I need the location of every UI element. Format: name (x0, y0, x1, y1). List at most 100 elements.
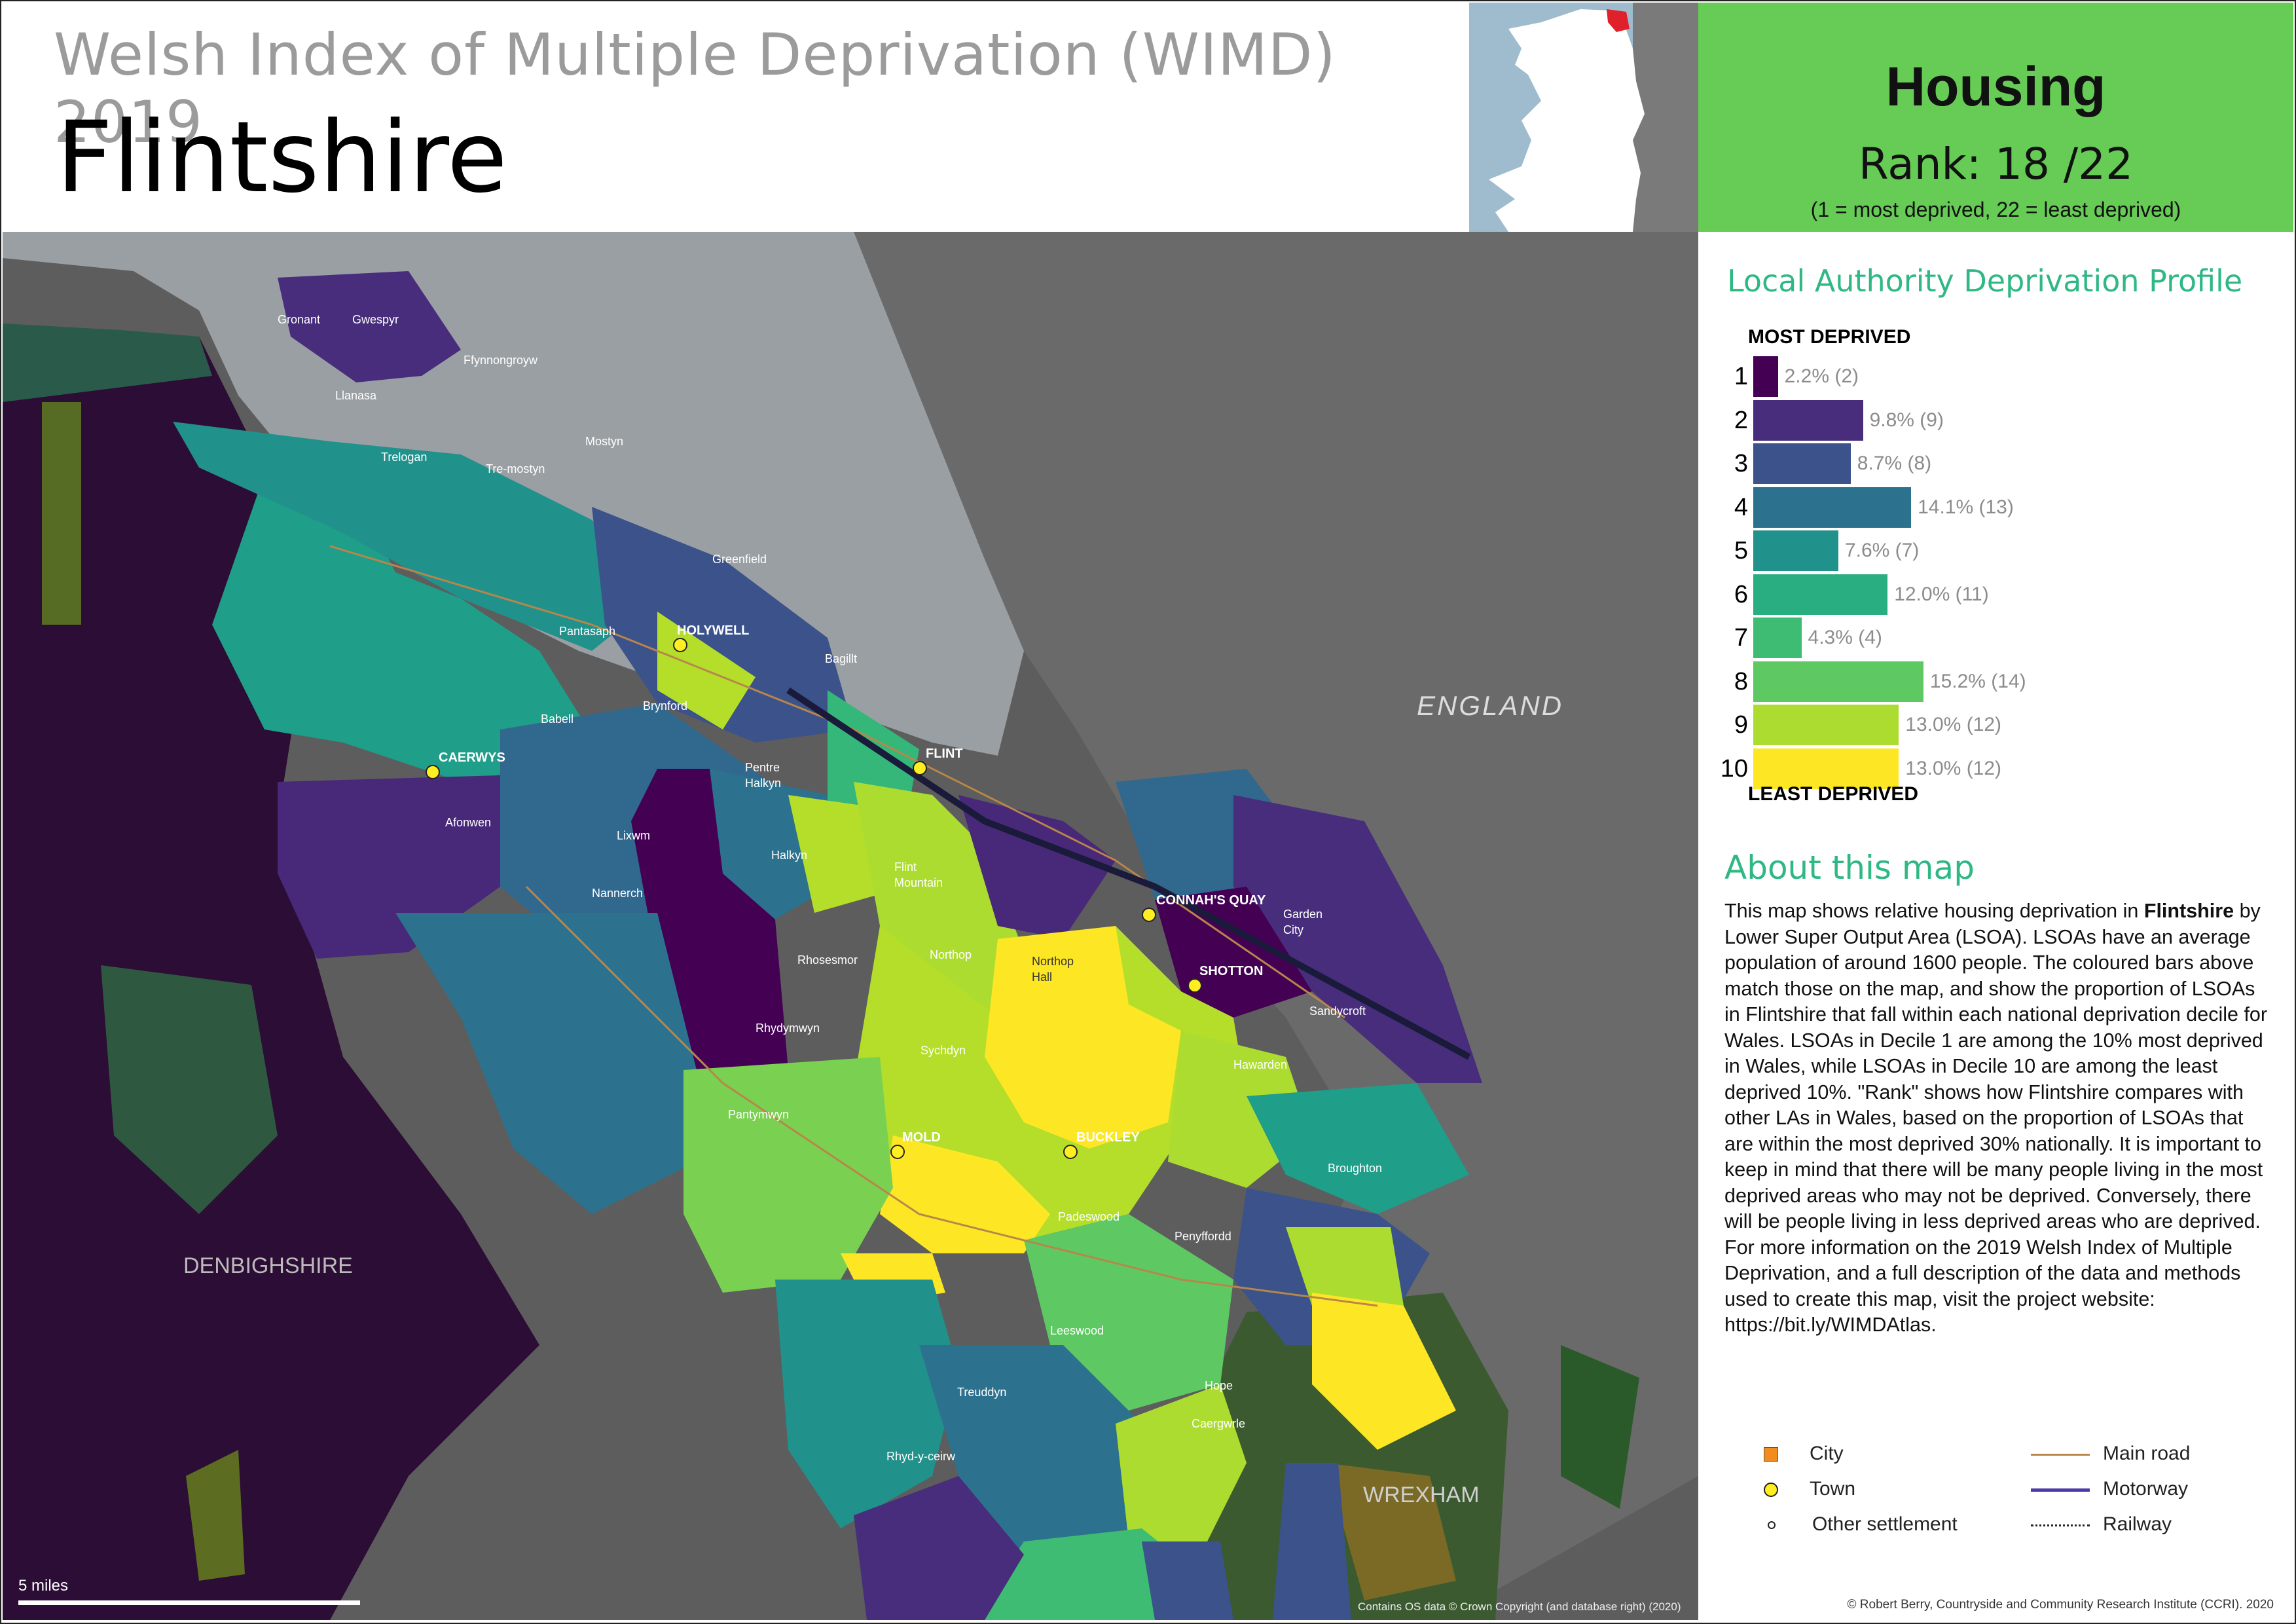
decile-bar-row: 7 4.3% (4) (1718, 618, 2281, 658)
settlement-label-penyffordd: Penyffordd (1175, 1230, 1231, 1243)
town-dot-caerwys (426, 765, 440, 779)
settlement-label-broughton: Broughton (1328, 1162, 1383, 1175)
decile-number: 8 (1734, 667, 1748, 695)
settlement-label-treuddyn: Treuddyn (957, 1386, 1007, 1399)
settlement-symbol-icon (1768, 1521, 1776, 1530)
decile-bar (1753, 748, 1899, 789)
about-text-bold: Flintshire (2143, 900, 2234, 922)
settlement-label-hope: Hope (1205, 1379, 1233, 1392)
decile-value-label: 8.7% (8) (1857, 452, 1932, 474)
settlement-label-bagillt: Bagillt (825, 652, 858, 665)
settlement-label-afonwen: Afonwen (445, 816, 492, 829)
decile-value-label: 13.0% (12) (1905, 714, 2002, 735)
decile-value-label: 9.8% (9) (1869, 409, 1944, 431)
settlement-label-lixwm: Lixwm (617, 829, 651, 842)
settlement-label-hawarden: Hawarden (1233, 1058, 1288, 1071)
legend-motorway-label: Motorway (2103, 1478, 2189, 1500)
decile-number: 2 (1734, 406, 1748, 434)
legend-main-road: Main road (2031, 1441, 2190, 1467)
decile-bar-row: 6 12.0% (11) (1718, 574, 2281, 615)
city-symbol-icon (1764, 1447, 1778, 1462)
settlement-label-leeswood: Leeswood (1050, 1324, 1104, 1337)
decile-bar (1753, 356, 1778, 397)
decile-bar (1753, 443, 1851, 484)
settlement-label-northop-hall-1: Northop (1032, 955, 1074, 968)
settlement-label-northop: Northop (930, 948, 972, 961)
legend-railway-label: Railway (2103, 1513, 2172, 1535)
legend-other-label: Other settlement (1812, 1513, 1958, 1535)
decile-value-label: 2.2% (2) (1784, 365, 1859, 387)
decile-bar-row: 2 9.8% (9) (1718, 399, 2281, 441)
decile-number: 3 (1734, 450, 1748, 477)
legend-town-label: Town (1810, 1478, 1856, 1500)
header: Welsh Index of Multiple Deprivation (WIM… (3, 3, 1469, 232)
settlement-label-rhydyceirw: Rhyd-y-ceirw (886, 1450, 956, 1463)
scale-bar: 5 miles (18, 1577, 360, 1605)
scale-bar-line (18, 1600, 360, 1605)
least-deprived-label: LEAST DEPRIVED (1748, 783, 1919, 805)
town-label-connahs-quay: CONNAH'S QUAY (1156, 893, 1266, 908)
town-symbol-icon (1764, 1483, 1778, 1498)
town-dot-mold (890, 1145, 905, 1159)
main-road-symbol-icon (2031, 1453, 2090, 1456)
wrexham-label: WREXHAM (1363, 1483, 1480, 1507)
town-label-flint: FLINT (926, 747, 963, 761)
settlement-label-padeswood: Padeswood (1058, 1210, 1120, 1223)
decile-bar (1753, 618, 1802, 658)
settlement-label-rhosesmor: Rhosesmor (797, 953, 858, 967)
page-title: Flintshire (56, 101, 508, 215)
os-credit: Contains OS data © Crown Copyright (and … (1358, 1600, 1681, 1613)
decile-number: 5 (1734, 537, 1748, 564)
settlement-label-flint-mountain-1: Flint (894, 860, 917, 874)
town-dot-shotton (1188, 978, 1202, 993)
decile-number: 4 (1734, 493, 1748, 521)
settlement-label-pentre-halkyn: Halkyn (745, 777, 782, 790)
deprivation-map: ENGLAND DENBIGHSHIRE WREXHAM HOLYWELL CA… (3, 232, 1698, 1620)
settlement-label-pantymwyn: Pantymwyn (728, 1108, 790, 1121)
map-legend: City Town Other settlement Main road Mot… (1764, 1441, 2274, 1552)
decile-bar (1753, 487, 1912, 528)
town-label-mold: MOLD (902, 1130, 941, 1145)
domain-header: Housing Rank: 18 /22 (1 = most deprived,… (1698, 3, 2293, 232)
town-label-buckley: BUCKLEY (1076, 1130, 1140, 1145)
town-label-caerwys: CAERWYS (439, 750, 505, 765)
profile-title: Local Authority Deprivation Profile (1727, 263, 2243, 299)
rank-key: (1 = most deprived, 22 = least deprived) (1810, 198, 2181, 221)
town-label-holywell: HOLYWELL (677, 623, 750, 638)
settlement-label-nannerch: Nannerch (592, 887, 644, 900)
legend-city: City (1764, 1441, 1844, 1467)
settlement-label-caergwrle: Caergwrle (1192, 1417, 1246, 1430)
settlement-label-halkyn: Halkyn (771, 849, 808, 862)
legend-motorway: Motorway (2031, 1476, 2188, 1502)
decile-bar-row: 1 2.2% (2) (1718, 356, 2281, 397)
settlement-label-tremostyn: Tre-mostyn (486, 462, 545, 475)
decile-value-label: 12.0% (11) (1894, 583, 1989, 605)
legend-other-settlement: Other settlement (1764, 1511, 1958, 1538)
settlement-label-trelogan: Trelogan (381, 451, 428, 464)
wales-inset-map (1469, 3, 1698, 232)
decile-bar-row: 10 13.0% (12) (1718, 748, 2281, 789)
decile-value-label: 13.0% (12) (1905, 757, 2002, 779)
decile-bar-chart: 1 2.2% (2) 2 9.8% (9) 3 8.7% (8) 4 14.1% (13) 5 7… (1718, 356, 2281, 789)
settlement-label-mostyn: Mostyn (585, 435, 624, 448)
decile-number: 1 (1734, 363, 1748, 390)
decile-value-label: 7.6% (7) (1844, 540, 1920, 561)
railway-symbol-icon (2031, 1524, 2090, 1526)
about-title: About this map (1724, 849, 1975, 887)
decile-number: 10 (1720, 754, 1748, 783)
legend-town: Town (1764, 1476, 1855, 1502)
settlement-label-gronant: Gronant (278, 313, 321, 326)
settlement-label-pantasaph: Pantasaph (559, 625, 616, 638)
decile-bar-row: 4 14.1% (13) (1718, 487, 2281, 528)
decile-value-label: 15.2% (14) (1929, 670, 2026, 692)
settlement-label-sychdyn: Sychdyn (920, 1044, 966, 1057)
rank-text: Rank: 18 /22 (1858, 139, 2134, 189)
town-dot-buckley (1063, 1145, 1078, 1159)
decile-value-label: 14.1% (13) (1918, 496, 2014, 518)
town-dot-connahs-quay (1142, 908, 1156, 922)
decile-bar (1753, 399, 1863, 441)
settlement-label-llanasa: Llanasa (335, 389, 377, 402)
settlement-label-rhydymwyn: Rhydymwyn (756, 1022, 820, 1035)
settlement-label-northop-hall-2: Hall (1032, 970, 1053, 984)
